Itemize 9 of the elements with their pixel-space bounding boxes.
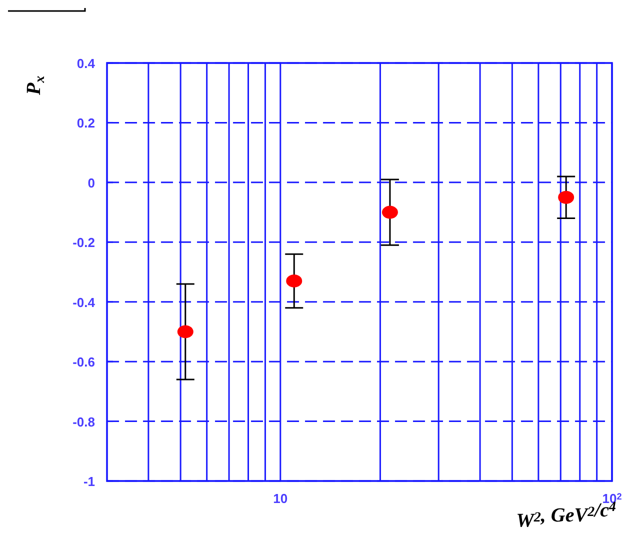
x-tick-label: 10 [273, 491, 288, 506]
y-tick-label: -0.4 [72, 294, 96, 310]
y-tick-label: -1 [83, 474, 95, 489]
y-tick-label: -0.6 [72, 354, 95, 370]
y-tick-label: -0.8 [72, 414, 95, 430]
y-tick-label: 0.2 [76, 116, 95, 131]
y-tick-label: -0.2 [72, 235, 95, 250]
y-tick-label: 0 [88, 175, 95, 190]
y-tick-label: 0.4 [76, 56, 96, 71]
